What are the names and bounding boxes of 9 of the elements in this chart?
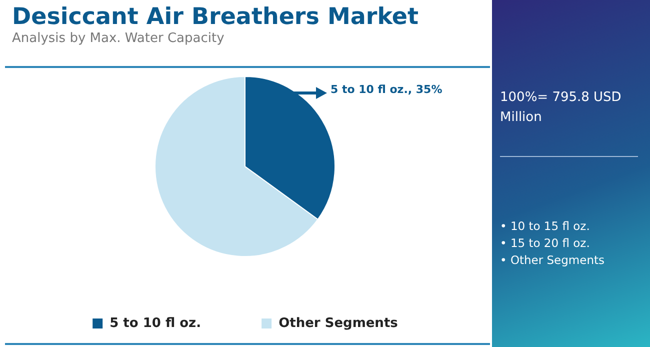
text: 100%= 795.8 USD Million (500, 89, 622, 127)
text: • 15 to 20 fl oz. (500, 235, 591, 252)
chart-title: Desiccant Air Breathers Market (12, 4, 418, 30)
data-label: 5 to 10 fl oz., 35% (330, 82, 442, 96)
chart-subtitle: Analysis by Max. Water Capacity (12, 31, 224, 46)
text: • Other Segments (500, 252, 604, 269)
text: • 10 to 15 fl oz. (500, 218, 591, 235)
legend-label: 5 to 10 fl oz. (110, 316, 202, 331)
legend-label: Other Segments (278, 316, 398, 331)
